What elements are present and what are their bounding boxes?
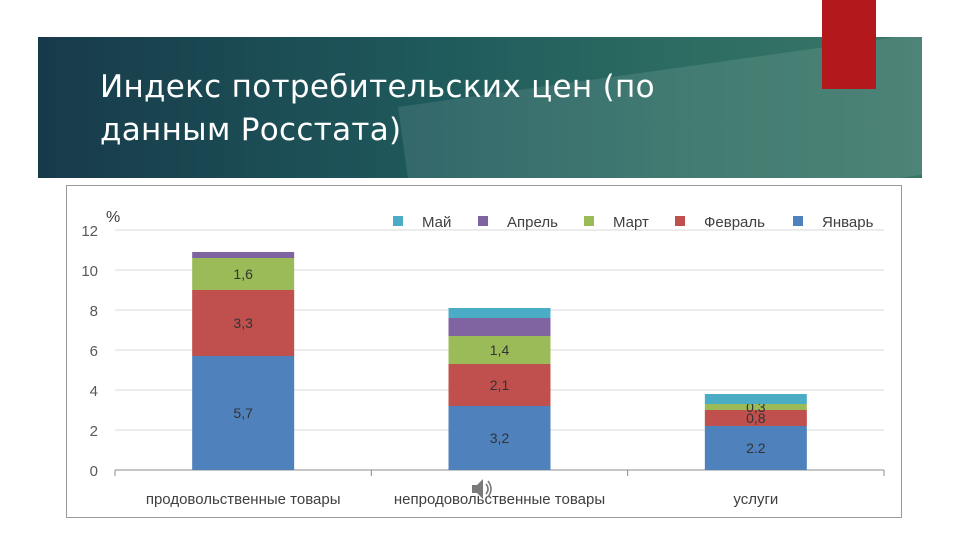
- bar-segment-Февраль: [448, 364, 551, 406]
- bar-segment-Апрель: [192, 252, 295, 258]
- bar-segment-Февраль: [704, 410, 807, 426]
- legend-label: Январь: [822, 214, 874, 231]
- x-category-label: продовольственные товары: [146, 491, 341, 508]
- bar-segment-Январь: [192, 356, 295, 470]
- data-label: 0,8: [746, 410, 766, 426]
- y-tick-label: 6: [90, 343, 98, 360]
- legend-swatch-Апрель: [478, 216, 488, 226]
- data-label: 1,4: [490, 342, 510, 358]
- red-accent-bar: [822, 0, 876, 89]
- data-label: 2,1: [490, 377, 510, 393]
- legend-swatch-Февраль: [675, 216, 685, 226]
- data-label: 3,2: [490, 430, 510, 446]
- x-category-label: услуги: [733, 491, 778, 508]
- legend-label: Апрель: [507, 214, 558, 231]
- speaker-icon[interactable]: [466, 474, 496, 504]
- bar-segment-Март: [448, 336, 551, 364]
- bar-segment-Май: [448, 308, 551, 318]
- y-tick-label: 0: [90, 463, 98, 480]
- legend-swatch-Январь: [793, 216, 803, 226]
- bar-segment-Март: [704, 404, 807, 410]
- bar-segment-Февраль: [192, 290, 295, 356]
- legend-label: Март: [613, 214, 649, 231]
- bar-segment-Январь: [704, 426, 807, 470]
- legend-swatch-Март: [584, 216, 594, 226]
- y-tick-label: 2: [90, 423, 98, 440]
- legend-label: Май: [422, 214, 451, 231]
- x-category-label: непродовольственные товары: [394, 491, 605, 508]
- y-tick-label: 10: [81, 263, 98, 280]
- title-banner: [38, 37, 922, 178]
- data-label: 2.2: [746, 440, 766, 456]
- y-tick-label: 4: [90, 383, 98, 400]
- data-label: 3,3: [233, 315, 253, 331]
- bar-segment-Май: [704, 394, 807, 404]
- legend-swatch-Май: [393, 216, 403, 226]
- legend-label: Февраль: [704, 214, 765, 231]
- data-label: 1,6: [233, 266, 253, 282]
- bar-segment-Январь: [448, 406, 551, 470]
- data-label: 5,7: [233, 405, 253, 421]
- y-tick-label: 12: [81, 223, 98, 240]
- y-tick-label: 8: [90, 303, 98, 320]
- bar-segment-Апрель: [448, 318, 551, 336]
- slide-title: Индекс потребительских цен (по данным Ро…: [100, 69, 655, 148]
- bar-segment-Март: [192, 258, 295, 290]
- y-axis-unit-label: %: [106, 209, 120, 226]
